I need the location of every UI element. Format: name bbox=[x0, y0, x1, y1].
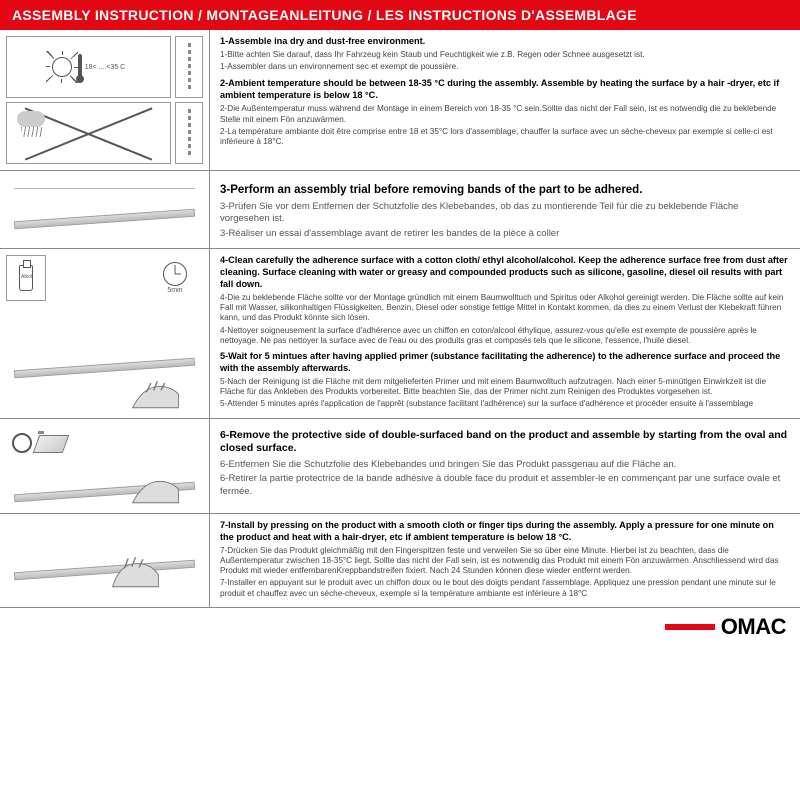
step6-fr: 6-Retirer la partie protectrice de la ba… bbox=[220, 473, 790, 498]
trim-bar-icon bbox=[14, 208, 195, 229]
step2-de: 2-Die Außentemperatur muss während der M… bbox=[220, 104, 790, 125]
row-step1-2: 18< ....<35 C 1-Assemble ina dry and dus… bbox=[0, 30, 800, 171]
no-moisture-icon bbox=[6, 102, 171, 164]
step6-de: 6-Entfernen Sie die Schutzfolie des Kleb… bbox=[220, 459, 790, 471]
step7-en: 7-Install by pressing on the product wit… bbox=[220, 520, 790, 544]
hand-apply-icon bbox=[128, 469, 183, 509]
drips-icon bbox=[175, 36, 203, 98]
footer: O MAC bbox=[0, 608, 800, 644]
row-step6: 6-Remove the protective side of double-s… bbox=[0, 419, 800, 514]
text-step6: 6-Remove the protective side of double-s… bbox=[210, 419, 800, 513]
illus-step4-5: Alkol 5min bbox=[0, 249, 210, 418]
step5-en: 5-Wait for 5 mintues after having applie… bbox=[220, 351, 790, 375]
step7-de: 7-Drücken Sie das Produkt gleichmäßig mi… bbox=[220, 546, 790, 577]
row-step7: 7-Install by pressing on the product wit… bbox=[0, 514, 800, 608]
tape-roll-icon bbox=[12, 433, 32, 453]
step7-fr: 7-Installer en appuyant sur le produit a… bbox=[220, 578, 790, 599]
illus-step1-2: 18< ....<35 C bbox=[0, 30, 210, 170]
text-step3: 3-Perform an assembly trial before remov… bbox=[210, 171, 800, 248]
temp-range-label: 18< ....<35 C bbox=[85, 64, 125, 71]
step3-de: 3-Prüfen Sie vor dem Entfernen der Schut… bbox=[220, 201, 790, 226]
step2-en: 2-Ambient temperature should be between … bbox=[220, 78, 790, 102]
sun-thermometer-box: 18< ....<35 C bbox=[6, 36, 171, 98]
step5-fr: 5-Attender 5 minutes après l'application… bbox=[220, 399, 790, 409]
bottle-icon: Alkol bbox=[6, 255, 46, 301]
peel-icon bbox=[33, 435, 70, 453]
step1-en: 1-Assemble ina dry and dust-free environ… bbox=[220, 36, 790, 48]
header-title: ASSEMBLY INSTRUCTION / MONTAGEANLEITUNG … bbox=[12, 7, 637, 23]
row-step3: 3-Perform an assembly trial before remov… bbox=[0, 171, 800, 249]
step3-fr: 3-Réaliser un essai d'assemblage avant d… bbox=[220, 228, 790, 240]
step1-fr: 1-Assembler dans un environnement sec et… bbox=[220, 62, 790, 72]
step2-fr: 2-La température ambiante doit être comp… bbox=[220, 127, 790, 148]
text-step7: 7-Install by pressing on the product wit… bbox=[210, 514, 800, 607]
hand-press-icon bbox=[108, 553, 163, 593]
step4-de: 4-Die zu beklebende Fläche sollte vor de… bbox=[220, 293, 790, 324]
brand-logo: O MAC bbox=[721, 614, 786, 640]
clock-label: 5min bbox=[167, 287, 182, 294]
footer-accent-bar bbox=[665, 624, 715, 630]
thermometer-icon: 18< ....<35 C bbox=[78, 54, 125, 80]
tape-peel-group bbox=[6, 425, 203, 461]
step4-en: 4-Clean carefully the adherence surface … bbox=[220, 255, 790, 291]
step4-fr: 4-Nettoyer soigneusement la surface d'ad… bbox=[220, 326, 790, 347]
header-bar: ASSEMBLY INSTRUCTION / MONTAGEANLEITUNG … bbox=[0, 0, 800, 30]
drips-icon-2 bbox=[175, 102, 203, 164]
step3-en: 3-Perform an assembly trial before remov… bbox=[220, 183, 790, 198]
text-step1-2: 1-Assemble ina dry and dust-free environ… bbox=[210, 30, 800, 170]
hand-wipe-icon bbox=[128, 374, 183, 414]
bottle-label: Alkol bbox=[21, 274, 32, 280]
step6-en: 6-Remove the protective side of double-s… bbox=[220, 429, 790, 456]
row-step4-5: Alkol 5min 4-Clean carefully the adheren… bbox=[0, 249, 800, 419]
illus-step7 bbox=[0, 514, 210, 607]
text-step4-5: 4-Clean carefully the adherence surface … bbox=[210, 249, 800, 418]
step5-de: 5-Nach der Reinigung ist die Fläche mit … bbox=[220, 377, 790, 398]
sun-icon bbox=[52, 57, 72, 77]
step1-de: 1-Bitte achten Sie darauf, dass Ihr Fahr… bbox=[220, 50, 790, 60]
trim-bar-icon-4 bbox=[14, 560, 195, 581]
clock-icon: 5min bbox=[147, 255, 203, 301]
brand-text: MAC bbox=[737, 614, 786, 640]
illus-step6 bbox=[0, 419, 210, 513]
illus-step3 bbox=[0, 171, 210, 248]
